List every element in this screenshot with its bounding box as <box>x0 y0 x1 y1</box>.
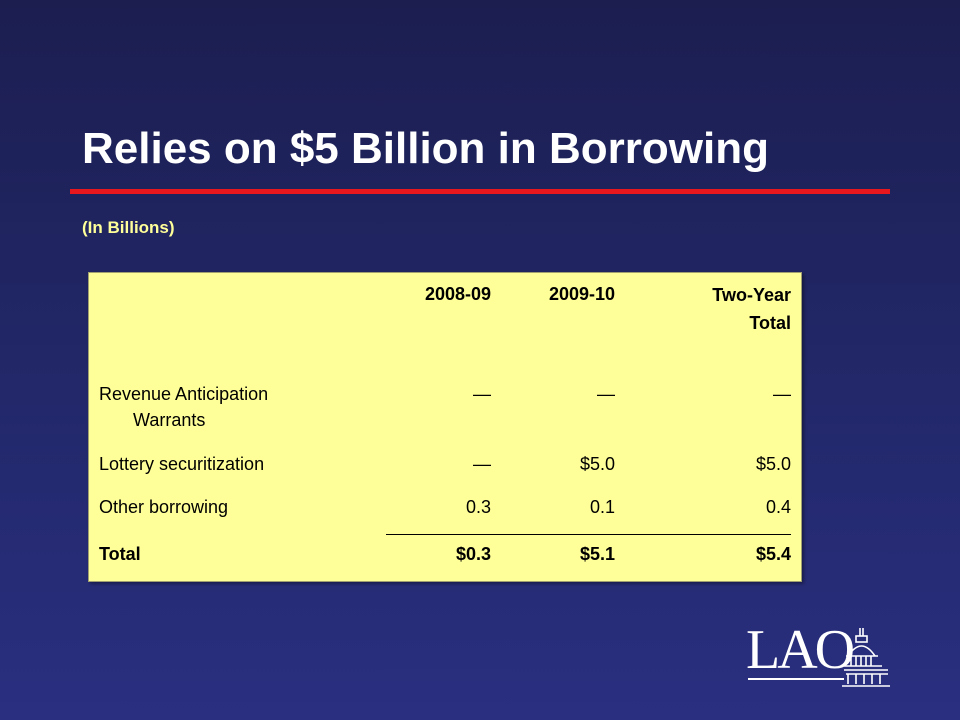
total-2009-10: $5.1 <box>579 544 615 564</box>
row-label-total: Total <box>99 544 141 564</box>
borrowing-table: 2008-09 2009-10 Two-Year Total Revenue A… <box>88 272 802 582</box>
table-cell: — <box>597 384 615 404</box>
lao-logo-text: LAO <box>746 619 855 681</box>
table-cell: 0.1 <box>589 497 615 517</box>
total-divider <box>386 534 791 535</box>
header-2008-09: 2008-09 <box>424 284 491 304</box>
table-cell: $5.0 <box>755 454 791 474</box>
table-cell: — <box>473 384 491 404</box>
row-label-lottery-securitization: Lottery securitization <box>99 454 265 474</box>
title-divider <box>70 189 890 194</box>
slide-title: Relies on $5 Billion in Borrowing <box>82 124 769 173</box>
total-two-year: $5.4 <box>755 544 791 564</box>
lao-logo-underline <box>748 678 844 680</box>
header-two-year-total: Two-Year Total <box>712 285 791 333</box>
lao-logo: LAO <box>746 618 896 690</box>
header-2009-10: 2009-10 <box>548 284 615 304</box>
total-2008-09: $0.3 <box>455 544 491 564</box>
table-cell: $5.0 <box>579 454 615 474</box>
capitol-dome-icon <box>842 628 890 687</box>
row-label-line1: Revenue Anticipation <box>99 384 269 404</box>
row-label-other-borrowing: Other borrowing <box>99 497 229 517</box>
table-cell: 0.3 <box>465 497 491 517</box>
slide-subtitle: (In Billions) <box>82 218 175 237</box>
row-label-line2: Warrants <box>133 410 206 430</box>
table-cell: — <box>773 384 791 404</box>
table-cell: 0.4 <box>765 497 791 517</box>
row-label-revenue-anticipation-warrants: Revenue Anticipation Warrants <box>99 381 369 433</box>
table-cell: — <box>473 454 491 474</box>
